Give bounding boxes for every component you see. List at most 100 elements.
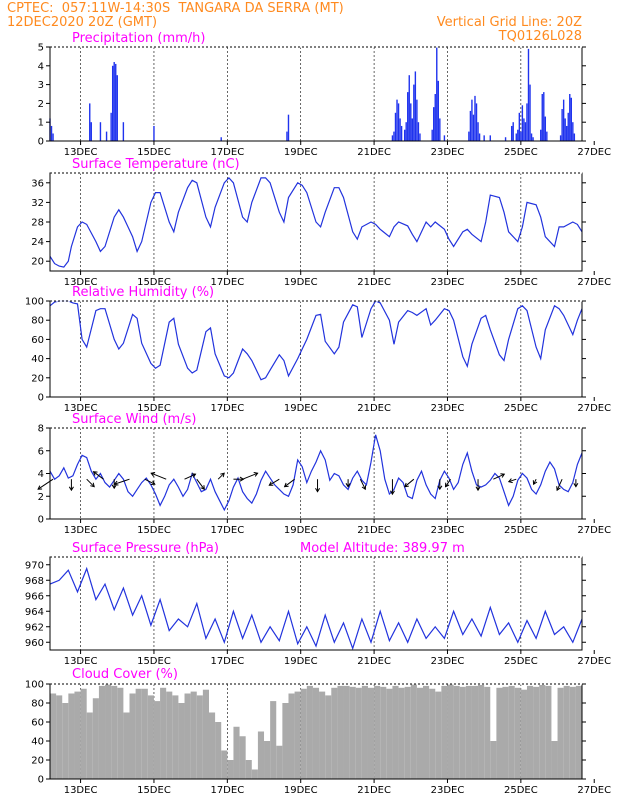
- precip-bar: [504, 137, 507, 141]
- wind-arrow-head: [37, 485, 43, 490]
- x-tick-label: 27DEC: [577, 403, 611, 414]
- precip-bar: [433, 107, 435, 141]
- precip-bar: [410, 103, 412, 141]
- x-tick-label: 25DEC: [504, 785, 538, 796]
- x-tick-label: 17DEC: [210, 277, 244, 288]
- precip-bar: [52, 133, 54, 141]
- y-tick-label: 3: [38, 80, 44, 91]
- x-tick-label: 13DEC: [64, 525, 98, 536]
- x-tick-label: 19DEC: [284, 525, 318, 536]
- y-tick-label: 5: [38, 43, 44, 54]
- cloud-bar: [539, 684, 546, 779]
- precip-bar: [407, 92, 409, 141]
- wind-arrow-head: [191, 473, 197, 478]
- y-tick-label: 36: [31, 178, 44, 189]
- cloud-bar: [319, 691, 326, 779]
- x-tick-label: 21DEC: [357, 277, 391, 288]
- wind-panel: 0 2 4 6 8 13DEC 15DEC 17DEC 19DEC 21DEC 23DEC 25DEC…: [37, 424, 611, 536]
- y-tick-label: 60: [31, 335, 44, 346]
- cloud-bar: [92, 698, 99, 779]
- precip-bar: [523, 118, 525, 141]
- precip-bar: [443, 135, 446, 141]
- y-tick-label: 24: [31, 237, 44, 248]
- wind-arrow: [359, 478, 366, 490]
- y-tick-label: 960: [25, 638, 44, 649]
- cloud-bar: [300, 688, 307, 779]
- y-tick-label: 80: [31, 699, 44, 710]
- precip-frame: [49, 46, 583, 142]
- x-tick-label: 25DEC: [504, 656, 538, 667]
- wind-arrow: [445, 478, 451, 487]
- precip-bar: [397, 103, 400, 141]
- wind-arrow-head: [283, 482, 289, 488]
- cloud-bar: [551, 741, 558, 779]
- cloud-bar: [147, 695, 154, 779]
- cloud-bar: [355, 687, 362, 779]
- x-tick-label: 23DEC: [431, 147, 465, 158]
- cloud-bar: [410, 684, 417, 779]
- cloud-bar: [172, 695, 179, 779]
- wind-line: [49, 434, 583, 512]
- precip-bar: [566, 125, 568, 141]
- x-tick-label: 27DEC: [577, 525, 611, 536]
- cloud-bar: [502, 686, 509, 779]
- x-tick-label: 23DEC: [431, 403, 465, 414]
- wind-arrow-head: [92, 471, 98, 476]
- cloud-bar: [288, 693, 295, 779]
- precip-bar: [419, 133, 421, 141]
- wind-arrow-head: [113, 480, 119, 486]
- precip-bar: [220, 137, 222, 141]
- x-tick-label: 13DEC: [64, 147, 98, 158]
- y-tick-label: 0: [38, 515, 44, 526]
- cloud-bar: [282, 703, 289, 779]
- wind-arrow-head: [200, 485, 205, 490]
- precip-bar: [572, 122, 574, 141]
- wind-arrow-head: [315, 488, 321, 493]
- cloud-bar: [374, 685, 381, 779]
- y-tick-label: 2: [38, 99, 44, 110]
- y-tick-label: 970: [25, 560, 44, 571]
- x-tick-label: 19DEC: [284, 403, 318, 414]
- precip-bar: [562, 99, 565, 141]
- humidity-line: [49, 300, 583, 381]
- cloud-bar: [563, 685, 570, 779]
- cloud-bar: [68, 693, 75, 779]
- cloud-bar: [221, 750, 228, 779]
- cloud-bar: [251, 769, 258, 779]
- y-tick-label: 100: [25, 680, 44, 691]
- y-tick-label: 20: [31, 257, 44, 268]
- x-tick-label: 27DEC: [577, 656, 611, 667]
- cloud-bar: [208, 712, 216, 779]
- precip-bar: [530, 133, 533, 141]
- precip-bar: [570, 97, 572, 141]
- wind-title: Surface Wind (m/s): [72, 412, 196, 427]
- wind-arrow-head: [150, 480, 156, 485]
- precip-bar: [436, 47, 438, 141]
- y-tick-label: 1: [38, 118, 44, 129]
- cloud-bar: [276, 745, 283, 779]
- precip-bar: [50, 125, 53, 141]
- cloud-bar: [343, 685, 350, 779]
- precip-bar: [403, 129, 406, 141]
- cloud-bar: [86, 712, 93, 779]
- cloud-bar: [215, 722, 222, 779]
- cloud-bar: [245, 760, 252, 779]
- wind-arrow: [404, 478, 415, 488]
- precip-bar: [567, 112, 569, 141]
- wind-arrow-head: [268, 481, 274, 486]
- precip-bar: [437, 80, 439, 141]
- cloud-bar: [117, 687, 124, 779]
- precip-bar: [483, 135, 485, 141]
- cloud-bar: [380, 686, 387, 779]
- x-tick-label: 13DEC: [64, 277, 98, 288]
- precip-bar: [529, 84, 531, 141]
- x-tick-label: 25DEC: [504, 277, 538, 288]
- y-tick-label: 0: [38, 775, 44, 786]
- y-tick-label: 964: [25, 607, 44, 618]
- x-tick-label: 23DEC: [431, 277, 465, 288]
- precip-bar: [431, 129, 433, 141]
- y-tick-label: 8: [38, 424, 44, 435]
- precip-bar: [411, 118, 414, 141]
- x-tick-label: 15DEC: [137, 525, 171, 536]
- panels: 0 1 2 3 4 5 13DEC 15DEC 17DEC 19DEC 21DEC 23DEC 25DE…: [25, 43, 611, 797]
